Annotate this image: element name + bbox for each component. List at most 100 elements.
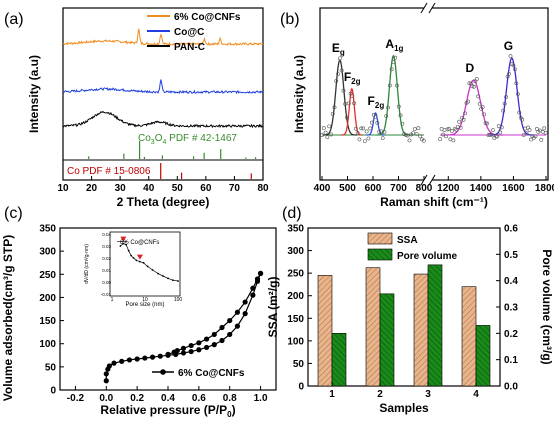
adsorption-point-1 [103, 371, 109, 377]
raman-data-point [387, 83, 392, 88]
adsorption-point-9 [149, 354, 156, 360]
legend-swatch-pore [367, 248, 393, 261]
inset-ytick-label-4: 0.03 [102, 244, 111, 249]
bar-ytick-label-6: 300 [287, 246, 304, 257]
raman-data-point [515, 92, 520, 96]
adsorption-point-6 [126, 357, 133, 363]
xrd-xtick-label-6: 70 [229, 183, 241, 194]
desorption-point-7 [211, 331, 217, 338]
ssa-bar-2 [365, 267, 381, 387]
bar-y2tick-label-2: 0.2 [504, 329, 518, 340]
desorption-point-13 [171, 349, 177, 355]
inset-psd-point-10 [151, 269, 154, 271]
xrd-xtick-label-2: 30 [115, 183, 127, 194]
inset-psd-point-0 [119, 245, 122, 247]
raman-data-point [495, 134, 500, 139]
panel-a-frame [62, 7, 264, 181]
xrd-xtick-label-3: 40 [143, 183, 155, 194]
inset-ytick-label-2: 0.01 [102, 268, 111, 273]
inset-psd-point-1 [122, 242, 125, 245]
raman-data-point [529, 137, 533, 142]
adsorption-point-13 [180, 350, 187, 356]
raman-data-point [512, 67, 517, 72]
pore-volume-bar-1 [331, 333, 347, 387]
inset-psd-point-13 [167, 277, 169, 280]
inset-ytick-label-1: 0.00 [102, 280, 111, 285]
legend-label-6co: 6% Co@CNFs [174, 12, 241, 23]
raman-data-point [393, 55, 398, 60]
raman-data-point [320, 133, 324, 138]
bar-ytick-label-5: 250 [287, 269, 304, 280]
raman-data-point [466, 99, 470, 104]
inset-xlabel: Pore size (nm) [125, 302, 164, 308]
desorption-point-2 [250, 285, 256, 291]
raman-data-point [482, 112, 487, 117]
raman-data-point [449, 129, 454, 133]
raman-data-point [391, 60, 396, 65]
xrd-xtick-label-7: 80 [257, 183, 269, 194]
legend-label-panc: PAN-C [174, 42, 205, 53]
raman-xtick-label-0: 400 [314, 183, 331, 194]
legend-swatch-ssa [367, 232, 393, 245]
raman-data-point [400, 121, 405, 126]
raman-data-point [327, 124, 332, 129]
iso-ytick-label-2: 100 [39, 339, 56, 350]
raman-data-point [444, 134, 448, 139]
raman-data-point [485, 121, 489, 126]
raman-data-point [343, 102, 348, 106]
legend-label-isotherm: 6% Co@CNFs [178, 368, 245, 379]
iso-ytick-label-6: 300 [39, 247, 56, 258]
raman-data-point [524, 131, 529, 136]
xrd-series-0 [62, 28, 264, 47]
legend-label-coc: Co@C [174, 27, 204, 38]
raman-xtick-label-3: 700 [390, 183, 407, 194]
raman-data-point [489, 132, 494, 137]
pore-volume-bar-2 [379, 293, 395, 387]
bar-ytick-label-1: 50 [293, 359, 305, 370]
raman-xtick-label-4: 800 [416, 183, 433, 194]
inset-psd-point-4 [130, 254, 133, 257]
raman-data-point [362, 139, 367, 144]
adsorption-point-20 [234, 323, 241, 329]
raman-data-point [414, 131, 419, 136]
adsorption-point-5 [119, 358, 125, 364]
raman-data-point [375, 120, 380, 125]
panel-label-c: (c) [4, 205, 23, 222]
desorption-point-6 [219, 324, 225, 331]
inset-ylabel: dV/dD (cm³/g·nm) [84, 244, 90, 284]
legend-label-pore: Pore volume [397, 251, 457, 262]
panel-d-y2label: Pore volume (cm³/g) [540, 249, 554, 364]
inset-ytick-label-5: 0.04 [102, 232, 111, 237]
panel-a-xrd: 10 20 30 40 50 60 70 80 6% Co@CNFs Co@C PAN-C C… [27, 7, 269, 209]
raman-data-point [514, 81, 519, 86]
panel-a-legend: 6% Co@CNFs Co@C PAN-C [147, 12, 241, 53]
iso-xtick-label-3: 0.4 [161, 393, 175, 404]
raman-peak-label-0: Eg [332, 41, 345, 57]
panel-label-b: (b) [280, 11, 300, 28]
panel-c-ylabel: Volume adsorbed(cm³/g STP) [1, 235, 15, 401]
raman-peak-label-5: G [504, 39, 513, 53]
raman-data-point [321, 126, 326, 131]
bar-xtick-label-0: 1 [329, 389, 335, 400]
adsorption-point-4 [111, 360, 117, 366]
iso-ytick-label-7: 350 [39, 224, 56, 235]
axis-break-mask [424, 3, 432, 185]
raman-data-point [402, 132, 407, 136]
iso-ytick-label-3: 150 [39, 316, 56, 327]
panel-d-ylabel: SSA (m²/g) [266, 277, 280, 338]
raman-data-point [517, 110, 522, 115]
bar-y2tick-label-6: 0.6 [504, 224, 518, 235]
desorption-point-5 [227, 317, 233, 324]
raman-data-point [370, 120, 374, 125]
adsorption-point-19 [227, 331, 233, 338]
desorption-point-10 [188, 342, 194, 349]
desorption-point-14 [165, 351, 171, 357]
raman-data-point [458, 125, 463, 130]
pore-volume-bar-4 [475, 325, 491, 387]
raman-data-point [364, 129, 369, 134]
raman-data-point [336, 72, 340, 77]
bar-xtick-label-1: 2 [377, 389, 383, 400]
inset-peak-marker-0 [120, 236, 127, 242]
ref-label-co: Co PDF # 15-0806 [67, 166, 151, 177]
raman-data-point [418, 134, 423, 139]
